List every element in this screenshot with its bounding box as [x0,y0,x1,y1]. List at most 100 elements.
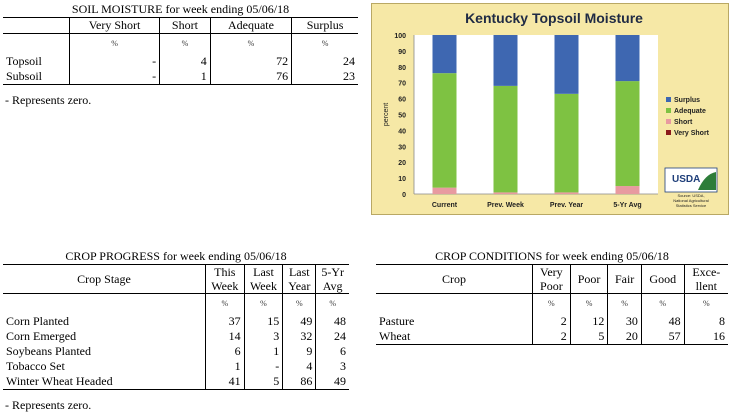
progress-cell: 32 [282,328,316,344]
progress-cell: 49 [282,313,316,329]
progress-cell: 3 [315,358,349,374]
y-tick-label: 100 [394,33,406,40]
progress-cell: 5 [243,373,283,390]
soil-cell: 72 [209,53,292,69]
soil-row-label: Topsoil [6,53,42,68]
progress-cell: 41 [205,373,245,390]
progress-col-last-week: Last Week [243,264,283,294]
y-tick-label: 10 [398,176,406,183]
progress-col-this-week: This Week [205,264,245,294]
progress-cell: 86 [282,373,316,390]
progress-cell: 9 [282,343,316,359]
soil-cell: 4 [159,53,211,69]
legend-label: Adequate [674,108,706,115]
legend-label: Very Short [674,130,710,137]
legend-swatch [666,97,671,102]
source-note: Source: USDA, [677,193,704,198]
soil-cell: 23 [291,68,358,85]
progress-unit-blank [3,294,206,314]
crop-conditions-table: CROP CONDITIONS for week ending 05/06/18… [376,249,728,345]
conditions-row-label: Wheat [376,328,533,345]
soil-cell: 76 [209,68,292,85]
soil-header-blank [3,17,70,34]
topsoil-moisture-chart: Kentucky Topsoil Moisture 0 10 20 30 40 50 60 70… [371,3,729,215]
bar-surplus [493,35,518,86]
bar-surplus [615,35,640,82]
soil-unit-surplus: % [291,33,358,54]
crop-conditions-title: CROP CONDITIONS for week ending 05/06/18 [435,249,669,263]
bar-adequate [432,73,457,188]
conditions-cell: 30 [607,313,642,329]
x-tick-label: Prev. Year [550,202,583,209]
progress-cell: - [243,358,283,374]
progress-row-label: Corn Planted [6,313,69,328]
y-tick-label: 40 [398,128,406,135]
progress-cell: 48 [315,313,349,329]
soil-unit-short: % [159,33,211,54]
y-tick-label: 0 [402,192,406,199]
soil-cell: 24 [291,53,358,69]
progress-cell: 15 [243,313,283,329]
conditions-col-excellent: Exce-llent [683,264,728,294]
soil-row-label: Subsoil [3,68,70,85]
conditions-col-good: Good [640,264,685,294]
soil-note: - Represents zero. [5,93,92,107]
progress-cell: 24 [315,328,349,344]
bar-surplus [432,35,457,74]
progress-cell: 4 [282,358,316,374]
progress-note: - Represents zero. [5,398,92,412]
y-tick-label: 20 [398,160,406,167]
y-tick-label: 90 [398,49,406,56]
conditions-cell: 5 [569,328,608,345]
legend-label: Surplus [674,97,700,104]
crop-progress-title: CROP PROGRESS for week ending 05/06/18 [65,249,287,263]
legend-swatch [666,119,671,124]
y-tick-label: 80 [398,65,406,72]
conditions-unit: % [569,293,608,314]
bar-adequate [615,81,640,187]
bar-short [493,192,518,194]
y-tick-label: 30 [398,144,406,151]
progress-row-label: Corn Emerged [6,328,77,343]
usda-logo-text: USDA [672,174,700,185]
progress-cell: 3 [243,328,283,344]
progress-cell: 14 [205,328,245,344]
progress-unit: % [205,293,245,314]
progress-unit: % [243,293,283,314]
progress-col-last-year: Last Year [282,264,316,294]
soil-col-adequate: Adequate [209,17,292,34]
soil-unit-adequate: % [209,33,292,54]
soil-unit-very-short: % [68,33,160,54]
progress-cell: 49 [315,373,349,390]
bar-adequate [493,85,518,193]
progress-col-stage: Crop Stage [3,264,206,294]
progress-cell: 6 [315,343,349,359]
progress-cell: 1 [205,358,245,374]
conditions-unit: % [640,293,685,314]
conditions-col-fair: Fair [607,264,642,294]
progress-col-5yr-avg: 5-Yr Avg [315,264,349,294]
soil-moisture-table: SOIL MOISTURE for week ending 05/06/18 V… [3,2,358,85]
conditions-cell: 20 [607,328,642,345]
soil-moisture-title: SOIL MOISTURE for week ending 05/06/18 [71,2,290,16]
conditions-cell: 2 [532,328,571,345]
x-tick-label: 5-Yr Avg [613,202,641,209]
source-note: Statistics Service [676,203,707,208]
conditions-unit-blank [376,294,533,314]
soil-col-very-short: Very Short [68,17,160,34]
conditions-cell: 8 [683,313,728,329]
progress-cell: 1 [243,343,283,359]
soil-cell: 1 [159,68,211,85]
usda-logo-hill [698,172,716,190]
y-tick-label: 60 [398,97,406,104]
conditions-unit: % [683,293,728,314]
conditions-row-label: Pasture [379,313,415,328]
source-note: National Agricultural [673,198,709,203]
progress-row-label: Winter Wheat Headed [3,373,206,390]
conditions-cell: 16 [683,328,728,345]
soil-col-short: Short [159,17,211,34]
y-tick-label: 50 [398,113,406,120]
x-tick-label: Prev. Week [487,202,524,209]
conditions-cell: 2 [532,313,571,329]
soil-unit-blank [3,34,70,54]
